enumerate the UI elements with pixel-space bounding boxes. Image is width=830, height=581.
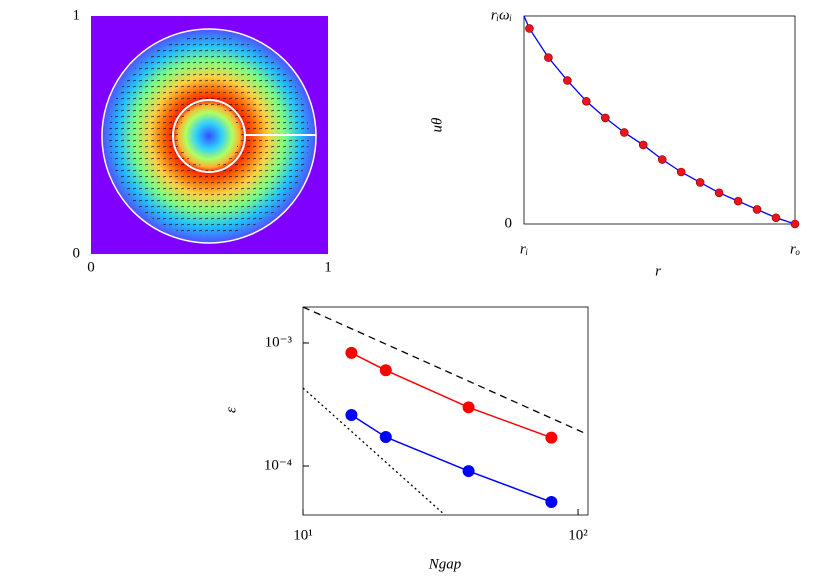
marker <box>545 431 558 444</box>
x-tick-label: 10¹ <box>293 527 313 543</box>
x-axis-label: Ngap <box>428 556 462 572</box>
marker <box>563 76 572 85</box>
marker <box>733 196 743 206</box>
y-tick-label: 1 <box>73 7 81 23</box>
marker <box>676 167 686 177</box>
marker <box>638 140 648 150</box>
marker <box>379 431 392 444</box>
series-line <box>351 352 552 439</box>
y-tick-label: 0 <box>505 215 513 231</box>
series-line <box>351 414 552 503</box>
x-axis-label: r <box>655 263 661 279</box>
marker <box>771 213 781 223</box>
series-line <box>523 15 796 225</box>
marker <box>379 364 392 377</box>
marker <box>525 24 534 33</box>
x-tick-label: 10² <box>568 527 588 543</box>
marker <box>582 96 591 106</box>
y-tick-label: 0 <box>73 245 81 261</box>
series-line <box>303 387 446 515</box>
marker <box>600 113 610 123</box>
y-tick-label: rᵢωᵢ <box>491 7 512 23</box>
y-axis-label: ε <box>223 407 239 413</box>
x-tick-label: 1 <box>324 259 332 275</box>
marker <box>752 205 762 214</box>
marker <box>619 128 629 137</box>
y-axis-label: uθ <box>429 117 445 133</box>
marker <box>714 188 724 198</box>
marker <box>657 155 667 164</box>
heatmap-image <box>91 16 328 254</box>
marker <box>545 496 558 509</box>
x-tick-label: 0 <box>87 259 95 275</box>
x-tick-label: rₒ <box>790 241 800 257</box>
marker <box>345 408 358 421</box>
marker <box>345 346 358 359</box>
marker <box>462 401 475 414</box>
y-tick-label: 10⁻³ <box>265 334 293 350</box>
marker <box>462 465 475 478</box>
marker <box>544 53 553 62</box>
x-tick-label: rᵢ <box>520 241 528 257</box>
plot-frame <box>523 15 796 225</box>
marker <box>695 178 705 187</box>
marker <box>790 219 800 229</box>
series-line <box>303 307 588 436</box>
y-tick-label: 10⁻⁴ <box>264 457 292 473</box>
plot-frame <box>302 306 589 516</box>
